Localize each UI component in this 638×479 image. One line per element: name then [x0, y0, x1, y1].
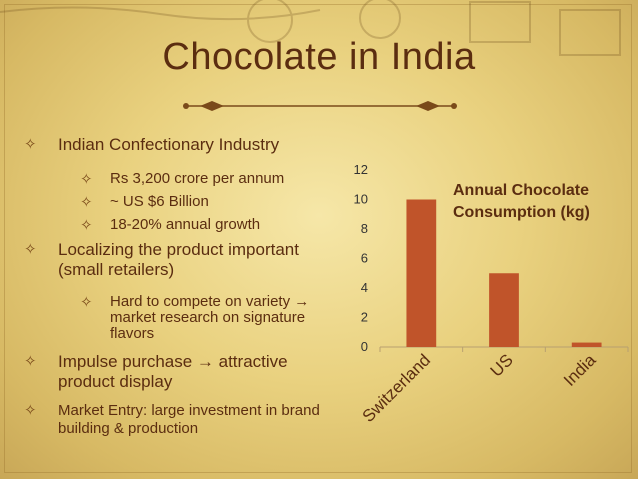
bullet-item: Market Entry: large investment in brand … — [58, 402, 320, 437]
bullet-item: Impulse purchase → attractive product di… — [58, 352, 288, 391]
four-point-star-icon: ✧ — [24, 136, 37, 153]
four-point-star-icon: ✧ — [80, 194, 93, 211]
sub-bullet-item: Rs 3,200 crore per annum — [110, 170, 285, 187]
bullet-list: ✧ Indian Confectionary Industry ✧ Rs 3,2… — [24, 135, 320, 437]
four-point-star-icon: ✧ — [24, 241, 37, 258]
chart-title: Annual Chocolate Consumption (kg) — [453, 182, 590, 221]
slide-frame — [4, 4, 632, 473]
bar-switzerland — [406, 199, 437, 347]
y-tick-label: 2 — [361, 310, 368, 325]
x-category-label: Switzerland — [359, 350, 435, 426]
sub-bullet-item: Hard to compete on variety → market rese… — [110, 293, 310, 342]
four-point-star-icon: ✧ — [24, 402, 37, 419]
sub-bullet-item: 18-20% annual growth — [110, 216, 261, 233]
bullet-item: Localizing the product important (small … — [58, 240, 299, 279]
slide-title: Chocolate in India — [162, 36, 476, 78]
four-point-star-icon: ✧ — [80, 294, 93, 311]
title-ornament — [183, 101, 457, 111]
y-tick-label: 4 — [361, 280, 368, 295]
y-tick-label: 10 — [354, 192, 368, 207]
y-tick-label: 12 — [354, 162, 368, 177]
x-category-label: India — [560, 350, 600, 390]
four-point-star-icon: ✧ — [24, 353, 37, 370]
bullet-item: Indian Confectionary Industry — [58, 135, 280, 154]
consumption-bar-chart: 0 2 4 6 8 10 12 Switzerland US India — [354, 162, 629, 426]
bar-india — [571, 342, 602, 347]
y-tick-label: 8 — [361, 221, 368, 236]
stamp-decoration — [0, 0, 621, 56]
y-tick-label: 0 — [361, 339, 368, 354]
bar-us — [489, 273, 519, 347]
y-tick-label: 6 — [361, 251, 368, 266]
x-category-label: US — [487, 350, 517, 380]
sub-bullet-item: ~ US $6 Billion — [110, 193, 209, 210]
four-point-star-icon: ✧ — [80, 171, 93, 188]
four-point-star-icon: ✧ — [80, 217, 93, 234]
